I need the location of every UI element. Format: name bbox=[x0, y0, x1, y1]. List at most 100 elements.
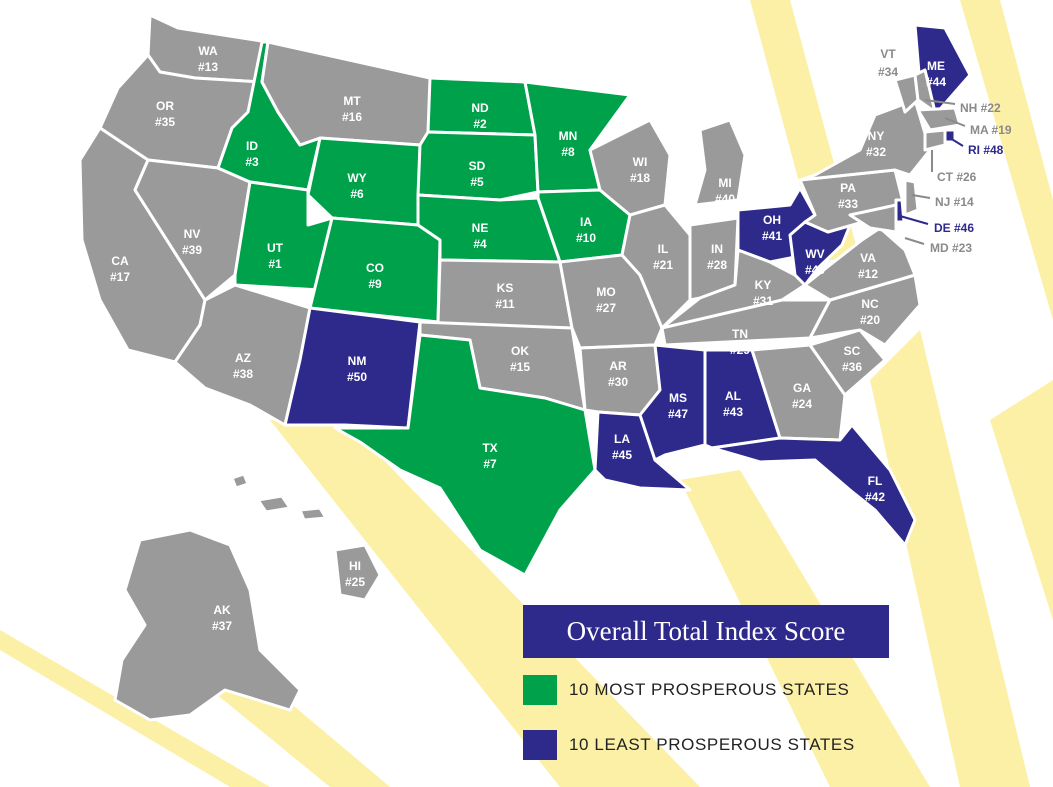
state-sc bbox=[808, 328, 887, 397]
state-rank-wy: #6 bbox=[350, 187, 364, 201]
state-label-ny: NY bbox=[868, 129, 885, 143]
state-rank-fl: #42 bbox=[865, 490, 885, 504]
state-hi-islet bbox=[256, 494, 292, 514]
state-rank-ak: #37 bbox=[212, 619, 232, 633]
state-rank-mi: #40 bbox=[715, 192, 735, 206]
state-hi-islet bbox=[298, 506, 328, 522]
state-rank-nd: #2 bbox=[473, 117, 487, 131]
legend-label: 10 MOST PROSPEROUS STATES bbox=[569, 680, 850, 699]
legend-swatch-green bbox=[523, 675, 557, 705]
state-label-or: OR bbox=[156, 99, 174, 113]
legend-swatch-blue bbox=[523, 730, 557, 760]
state-label-mo: MO bbox=[596, 285, 615, 299]
state-label-wi: WI bbox=[633, 155, 648, 169]
leader-line-de bbox=[899, 215, 929, 225]
legend-label: 10 LEAST PROSPEROUS STATES bbox=[569, 735, 855, 754]
state-label-oh: OH bbox=[763, 213, 781, 227]
state-rank-hi: #25 bbox=[345, 575, 365, 589]
state-rank-sc: #36 bbox=[842, 360, 862, 374]
state-rank-ar: #30 bbox=[608, 375, 628, 389]
state-rank-la: #45 bbox=[612, 448, 632, 462]
state-label-md: MD #23 bbox=[930, 241, 972, 255]
state-label-id: ID bbox=[246, 139, 258, 153]
state-label-ne: NE bbox=[472, 221, 489, 235]
state-label-tx: TX bbox=[482, 441, 497, 455]
state-rank-in: #28 bbox=[707, 258, 727, 272]
state-rank-oh: #41 bbox=[762, 229, 782, 243]
state-rank-il: #21 bbox=[653, 258, 673, 272]
state-rank-co: #9 bbox=[368, 277, 382, 291]
leader-line-ri bbox=[949, 137, 964, 147]
state-il bbox=[620, 203, 692, 330]
state-rank-ut: #1 bbox=[268, 257, 282, 271]
state-label-az: AZ bbox=[235, 351, 251, 365]
state-label-mi: MI bbox=[718, 176, 731, 190]
light-ray bbox=[960, 0, 1053, 320]
state-rank-ca: #17 bbox=[110, 270, 130, 284]
state-label-sc: SC bbox=[844, 344, 861, 358]
state-label-ok: OK bbox=[511, 344, 529, 358]
state-rank-tn: #29 bbox=[730, 343, 750, 357]
state-label-nj: NJ #14 bbox=[935, 195, 974, 209]
state-label-in: IN bbox=[711, 242, 723, 256]
state-rank-nv: #39 bbox=[182, 243, 202, 257]
state-rank-va: #12 bbox=[858, 267, 878, 281]
state-label-sd: SD bbox=[469, 159, 486, 173]
state-label-ks: KS bbox=[497, 281, 514, 295]
state-rank-ms: #47 bbox=[668, 407, 688, 421]
state-label-nv: NV bbox=[184, 227, 201, 241]
state-rank-or: #35 bbox=[155, 115, 175, 129]
state-label-ak: AK bbox=[213, 603, 231, 617]
state-rank-ok: #15 bbox=[510, 360, 530, 374]
state-label-la: LA bbox=[614, 432, 630, 446]
light-ray bbox=[270, 420, 700, 787]
state-label-wa: WA bbox=[198, 44, 218, 58]
state-label-hi: HI bbox=[349, 559, 361, 573]
state-label-mt: MT bbox=[343, 94, 361, 108]
light-ray bbox=[990, 380, 1053, 620]
state-rank-mo: #27 bbox=[596, 301, 616, 315]
state-rank-ne: #4 bbox=[473, 237, 487, 251]
state-label-co: CO bbox=[366, 261, 384, 275]
state-hi-islet bbox=[230, 472, 250, 490]
state-label-ia: IA bbox=[580, 215, 592, 229]
leader-line-ma bbox=[944, 117, 966, 127]
state-rank-ks: #11 bbox=[495, 297, 515, 311]
state-label-ma: MA #19 bbox=[970, 123, 1012, 137]
state-rank-vt: #34 bbox=[878, 65, 898, 79]
state-label-wy: WY bbox=[347, 171, 366, 185]
state-nj bbox=[903, 178, 920, 217]
state-label-ga: GA bbox=[793, 381, 811, 395]
state-label-ar: AR bbox=[609, 359, 627, 373]
state-rank-nc: #20 bbox=[860, 313, 880, 327]
state-rank-id: #3 bbox=[245, 155, 259, 169]
state-label-tn: TN bbox=[732, 327, 748, 341]
state-rank-ny: #32 bbox=[866, 145, 886, 159]
state-label-ms: MS bbox=[669, 391, 687, 405]
leader-line-md bbox=[904, 237, 925, 245]
state-md bbox=[848, 203, 898, 234]
state-rank-al: #43 bbox=[723, 405, 743, 419]
state-rank-me: #44 bbox=[926, 75, 946, 89]
legend-title: Overall Total Index Score bbox=[523, 605, 889, 658]
state-ak bbox=[113, 528, 302, 722]
state-mi bbox=[693, 118, 747, 207]
state-ct bbox=[923, 128, 947, 152]
leader-line-nj bbox=[911, 194, 931, 199]
state-label-ri: RI #48 bbox=[968, 143, 1004, 157]
state-label-me: ME bbox=[927, 59, 945, 73]
state-label-va: VA bbox=[860, 251, 876, 265]
state-rank-wv: #49 bbox=[805, 263, 825, 277]
state-rank-nm: #50 bbox=[347, 370, 367, 384]
state-rank-ia: #10 bbox=[576, 231, 596, 245]
state-label-ct: CT #26 bbox=[937, 170, 977, 184]
state-label-nm: NM bbox=[348, 354, 367, 368]
state-label-fl: FL bbox=[868, 474, 883, 488]
state-hi bbox=[333, 543, 382, 602]
state-label-il: IL bbox=[658, 242, 669, 256]
legend-item-most-prosperous: 10 MOST PROSPEROUS STATES bbox=[523, 675, 849, 705]
state-ne bbox=[416, 193, 562, 264]
state-rank-pa: #33 bbox=[838, 197, 858, 211]
state-label-nh: NH #22 bbox=[960, 101, 1001, 115]
